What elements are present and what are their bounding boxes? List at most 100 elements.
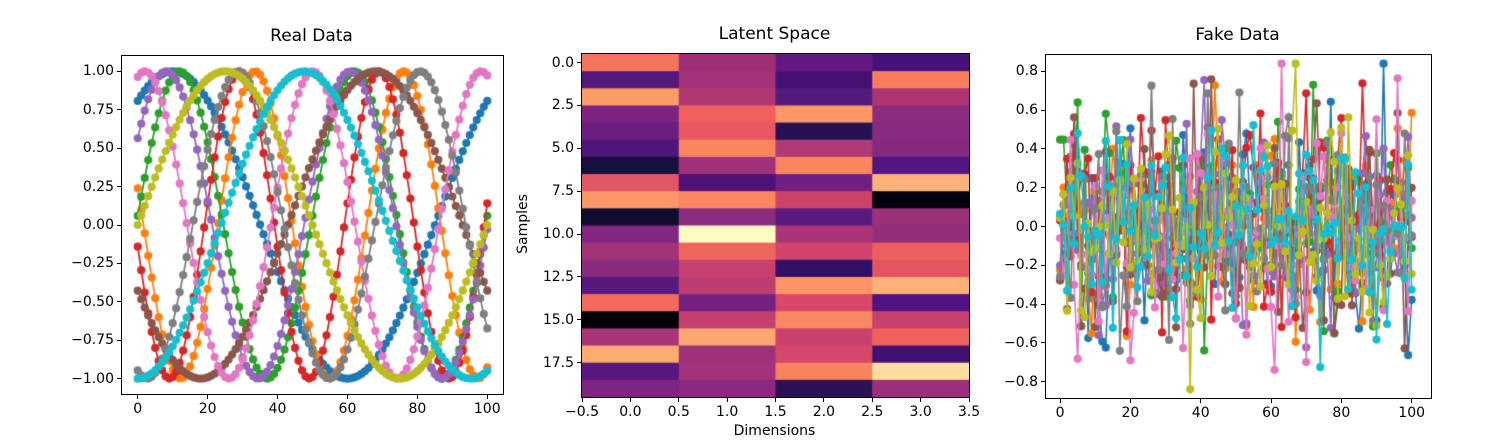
y-tick-label: 0.0 [551, 54, 574, 71]
y-tick-label: 17.5 [542, 354, 574, 371]
x-tick-label: 40 [1191, 405, 1210, 421]
x-tick-mark [871, 398, 873, 402]
x-tick-label: 100 [473, 401, 501, 417]
y-tick-mark [1041, 187, 1045, 189]
y-tick-mark [117, 70, 121, 72]
x-tick-mark [277, 395, 279, 399]
y-tick-label: −1.00 [71, 370, 114, 387]
x-tick-label: 1.0 [715, 404, 739, 420]
latent-space-axes [581, 53, 970, 398]
x-tick-mark [775, 398, 776, 402]
x-tick-label: 100 [1398, 405, 1426, 421]
x-tick-mark [1340, 399, 1342, 403]
y-tick-label: −0.25 [71, 255, 114, 272]
x-tick-mark [581, 398, 583, 402]
y-tick-label: 10.0 [542, 226, 574, 243]
y-tick-mark [117, 109, 121, 111]
y-tick-label: −0.6 [1004, 334, 1038, 351]
x-tick-label: 60 [1262, 405, 1280, 421]
y-axis-label-samples: Samples [515, 194, 531, 254]
x-tick-mark [1200, 399, 1202, 403]
real-data-canvas [122, 56, 503, 394]
y-tick-label: −0.2 [1004, 257, 1038, 274]
x-tick-mark [1059, 399, 1061, 403]
y-tick-label: 0.6 [1015, 102, 1038, 119]
real-data-axes [121, 55, 504, 395]
y-tick-mark [577, 62, 581, 64]
y-tick-mark [1041, 148, 1045, 150]
y-tick-mark [117, 262, 121, 264]
x-tick-mark [137, 395, 139, 399]
x-tick-label: 80 [1332, 405, 1351, 421]
y-tick-mark [117, 186, 121, 188]
x-tick-label: 20 [198, 401, 217, 417]
y-tick-label: 0.25 [82, 178, 114, 195]
x-tick-label: 60 [338, 401, 357, 417]
y-tick-label: 1.00 [82, 63, 114, 80]
y-tick-label: 12.5 [542, 268, 574, 285]
x-tick-mark [346, 395, 348, 399]
x-tick-mark [823, 398, 825, 402]
x-tick-label: 1.5 [764, 404, 787, 420]
y-tick-mark [117, 224, 121, 226]
y-tick-label: 0.4 [1015, 140, 1038, 157]
y-tick-label: 0.8 [1015, 63, 1038, 80]
y-tick-label: 5.0 [551, 140, 574, 157]
y-tick-mark [1041, 70, 1045, 72]
x-axis-label-dimensions: Dimensions [733, 423, 816, 439]
latent-space-heatmap-canvas [582, 54, 969, 397]
y-tick-label: 0.75 [82, 101, 114, 118]
y-tick-mark [117, 147, 121, 149]
y-tick-mark [577, 147, 581, 149]
y-tick-label: 7.5 [551, 183, 574, 200]
y-tick-mark [577, 190, 581, 192]
y-tick-mark [1041, 264, 1045, 266]
y-tick-mark [1041, 109, 1045, 111]
y-tick-label: 0.00 [82, 217, 114, 233]
x-tick-label: 3.0 [909, 404, 932, 420]
x-tick-mark [486, 395, 488, 399]
x-tick-mark [629, 398, 631, 402]
y-tick-label: −0.4 [1004, 296, 1038, 312]
y-tick-mark [577, 104, 581, 106]
x-tick-mark [726, 398, 728, 402]
y-tick-mark [1041, 303, 1045, 305]
y-tick-label: 15.0 [542, 311, 574, 328]
y-tick-mark [577, 233, 581, 235]
fake-data-axes [1045, 54, 1432, 399]
x-tick-label: 0 [133, 401, 143, 417]
x-tick-mark [416, 395, 418, 399]
y-tick-label: −0.75 [71, 332, 114, 349]
real-data-title: Real Data [270, 26, 353, 46]
y-tick-mark [577, 362, 581, 364]
fake-data-title: Fake Data [1195, 25, 1280, 45]
y-tick-label: −0.50 [71, 293, 114, 310]
y-tick-label: 0.0 [1015, 218, 1038, 235]
x-tick-mark [1411, 399, 1413, 403]
y-tick-mark [1041, 381, 1045, 383]
x-tick-label: −0.5 [565, 404, 599, 420]
x-tick-label: 20 [1121, 405, 1140, 421]
y-tick-mark [117, 339, 121, 341]
y-tick-mark [117, 301, 121, 303]
y-tick-mark [1041, 226, 1045, 227]
fake-data-canvas [1046, 55, 1431, 398]
y-tick-label: 0.50 [82, 140, 114, 157]
y-tick-label: 2.5 [551, 97, 574, 114]
y-tick-label: 0.2 [1015, 179, 1038, 196]
x-tick-label: 40 [268, 401, 287, 417]
x-tick-label: 0.0 [619, 404, 642, 420]
x-tick-mark [1129, 399, 1131, 403]
x-tick-mark [920, 398, 922, 402]
x-tick-mark [207, 395, 209, 399]
y-tick-mark [577, 319, 581, 321]
x-tick-mark [1270, 399, 1272, 403]
x-tick-label: 80 [408, 401, 427, 417]
x-tick-label: 0.5 [667, 404, 690, 420]
x-tick-label: 0 [1055, 405, 1065, 421]
x-tick-label: 2.5 [861, 404, 884, 420]
y-tick-mark [117, 378, 121, 380]
y-tick-label: −0.8 [1004, 373, 1038, 390]
y-tick-mark [1041, 342, 1045, 344]
